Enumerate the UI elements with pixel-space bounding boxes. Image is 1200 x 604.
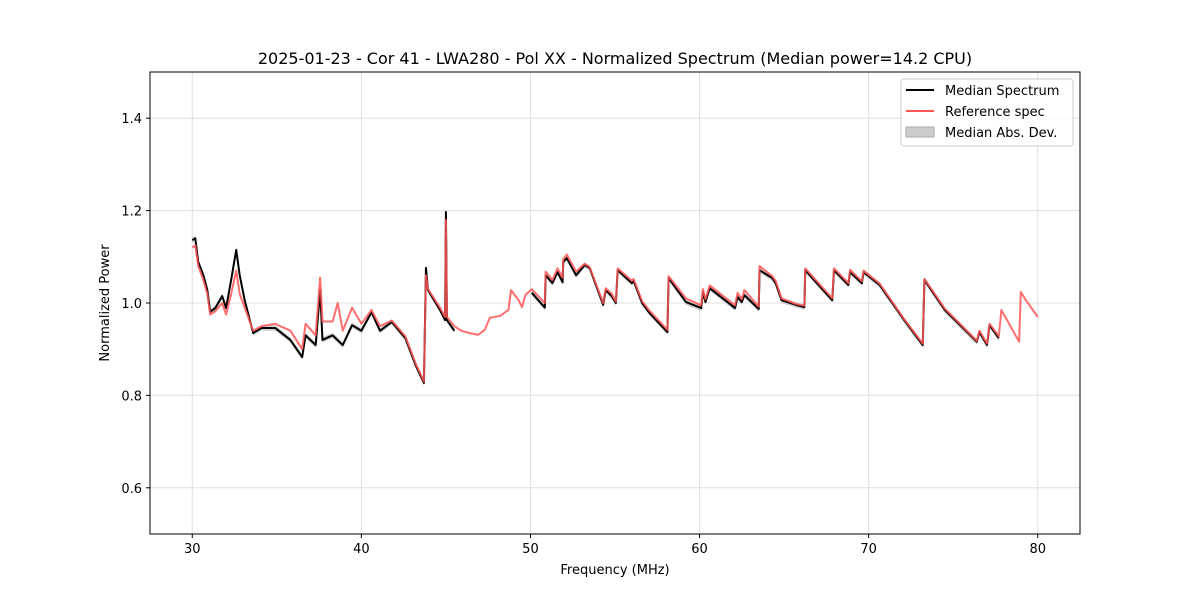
y-tick-label: 1.2 (121, 205, 142, 220)
chart-title: 2025-01-23 - Cor 41 - LWA280 - Pol XX - … (258, 49, 972, 68)
ticks: 30 40 50 60 70 80 0.6 0.8 1.0 1.2 1.4 (121, 112, 1046, 557)
x-tick-label: 70 (860, 542, 877, 557)
y-tick-label: 0.6 (121, 482, 142, 497)
x-axis-label: Frequency (MHz) (560, 563, 669, 578)
reference-spectrum-line (191, 218, 1039, 383)
legend-mad-swatch (905, 126, 935, 138)
legend-median-label: Median Spectrum (945, 84, 1059, 99)
x-tick-label: 60 (691, 542, 708, 557)
legend-box (900, 78, 1074, 147)
x-tick-label: 80 (1029, 542, 1046, 557)
x-tick-label: 30 (184, 542, 201, 557)
legend: Median Spectrum Reference spec Median Ab… (900, 78, 1074, 147)
y-tick-label: 1.4 (121, 112, 142, 127)
legend-reference-label: Reference spec (945, 105, 1045, 120)
plot-area (191, 209, 1039, 386)
y-axis-label: Normalized Power (98, 244, 113, 362)
x-tick-label: 50 (522, 542, 539, 557)
y-tick-label: 1.0 (121, 297, 142, 312)
x-tick-label: 40 (353, 542, 370, 557)
y-tick-label: 0.8 (121, 389, 142, 404)
legend-mad-label: Median Abs. Dev. (945, 126, 1057, 141)
